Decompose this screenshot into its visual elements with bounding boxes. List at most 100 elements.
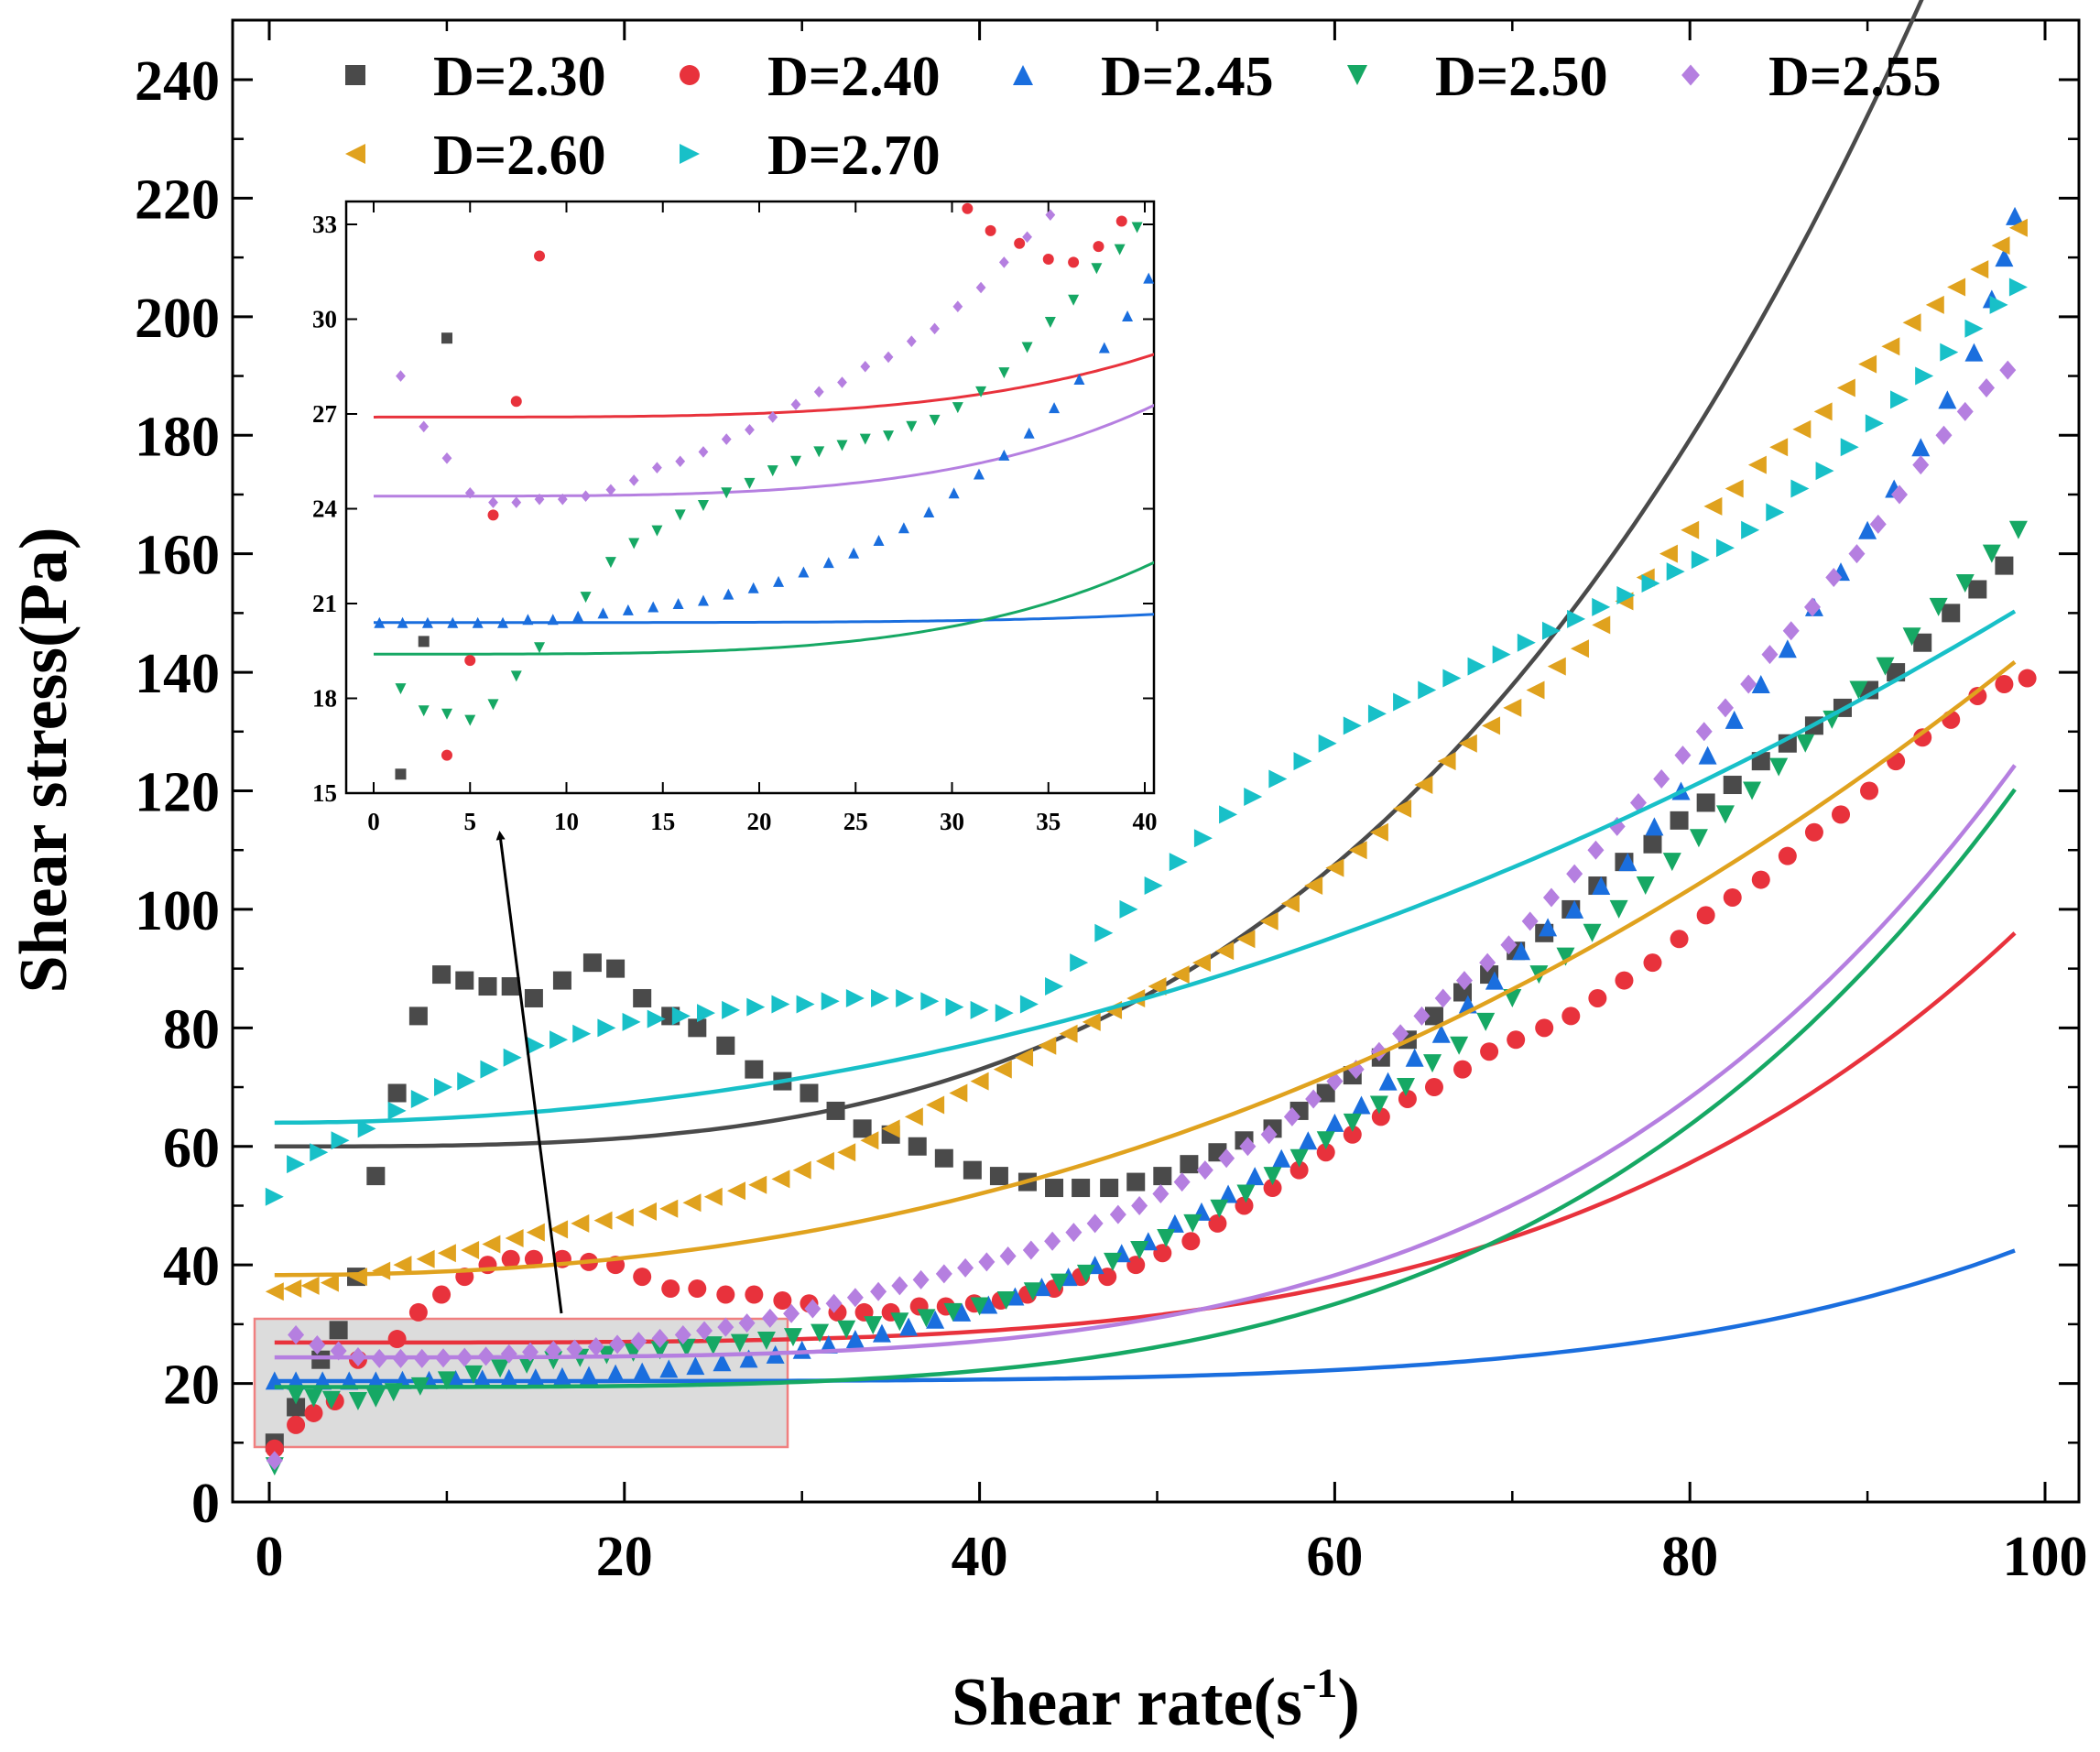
data-point: [1424, 1007, 1443, 1026]
x-tick-label: 20: [596, 1526, 653, 1588]
data-point: [1500, 935, 1518, 955]
data-point: [1022, 1240, 1039, 1260]
inset-data-point: [697, 500, 709, 512]
inset-chart: 0 5 10 15 20 25 30 35 40 15 18 21 24 27 30 33: [312, 200, 1158, 835]
legend-item-d-2-50: D=2.50: [1347, 46, 1608, 108]
data-point: [1547, 657, 1566, 676]
inset-data-point: [898, 522, 909, 534]
data-point: [1343, 716, 1362, 735]
inset-data-point: [1122, 310, 1134, 322]
data-point: [837, 1320, 856, 1339]
data-point: [1696, 793, 1715, 812]
data-point: [287, 1415, 306, 1434]
data-point: [633, 1268, 652, 1287]
data-point: [717, 1317, 734, 1337]
data-point: [963, 1160, 982, 1180]
data-point: [1989, 295, 2008, 314]
data-point: [1542, 887, 1560, 908]
inset-data-point: [1045, 209, 1056, 221]
data-point: [582, 953, 602, 973]
inset-data-point: [929, 414, 941, 426]
fit-curve-d-2-55: [274, 764, 2017, 1360]
inset-data-point: [652, 462, 662, 473]
inset-data-point: [464, 486, 475, 499]
data-point: [846, 1288, 864, 1308]
inset-data-point: [1131, 222, 1143, 234]
inset-data-point: [698, 446, 709, 458]
data-point: [1815, 462, 1834, 481]
data-point: [2018, 669, 2037, 688]
inset-data-point: [374, 616, 386, 628]
inset-y-tick-label: 30: [312, 306, 337, 333]
data-point: [783, 1303, 800, 1323]
data-point: [499, 1368, 518, 1387]
data-point: [1836, 378, 1855, 397]
data-point: [331, 1131, 350, 1150]
data-point: [1991, 236, 2010, 256]
inset-data-point: [447, 616, 459, 628]
data-point: [912, 1269, 930, 1290]
inset-data-point: [948, 487, 960, 499]
data-point: [1681, 520, 1700, 539]
fit-curve-d-2-60: [274, 660, 2017, 1278]
inset-data-point: [1014, 237, 1026, 249]
data-point: [896, 988, 915, 1007]
data-point: [410, 1089, 430, 1108]
data-point: [477, 1346, 495, 1366]
data-point: [432, 1285, 452, 1304]
data-point: [1925, 295, 1944, 314]
data-point: [1480, 1042, 1499, 1061]
data-point: [1964, 343, 1984, 362]
data-point: [310, 1143, 329, 1162]
data-point: [677, 1338, 696, 1357]
inset-series-d-2-30: [395, 332, 452, 780]
inset-x-tick-label: 25: [843, 808, 868, 835]
data-point: [1157, 1229, 1176, 1248]
data-point: [456, 1347, 473, 1367]
data-point: [1858, 520, 1877, 539]
data-point: [1561, 1007, 1581, 1026]
data-point: [1539, 918, 1558, 937]
data-point: [1662, 853, 1681, 872]
y-axis-title: Shear stress(Pa): [6, 527, 82, 993]
inset-y-tick-label: 21: [312, 590, 337, 617]
data-point: [671, 1007, 691, 1026]
inset-data-point: [721, 487, 733, 499]
inset-x-tick-label: 0: [367, 808, 380, 835]
data-point: [1790, 479, 1810, 498]
inset-data-point: [798, 566, 810, 578]
data-point: [1641, 574, 1660, 593]
data-point: [387, 1083, 407, 1103]
data-point: [1670, 811, 1689, 830]
data-point: [659, 1359, 679, 1378]
data-point: [478, 977, 497, 996]
inset-data-point: [511, 496, 522, 508]
data-point: [686, 1356, 705, 1376]
data-point: [756, 1331, 776, 1350]
main-series-layer: [265, 0, 2037, 1476]
inset-data-point: [1114, 244, 1126, 256]
data-point: [1643, 834, 1662, 854]
data-point: [1072, 1179, 1091, 1198]
data-point: [1180, 1155, 1199, 1174]
data-point: [688, 1018, 707, 1038]
data-point: [996, 1290, 1016, 1310]
data-point: [572, 1024, 592, 1043]
data-point: [1492, 645, 1511, 664]
data-point: [792, 1160, 811, 1180]
legend-label: D=2.50: [1435, 46, 1608, 108]
inset-data-point: [604, 557, 616, 569]
data-point: [1526, 680, 1545, 700]
data-point: [1299, 1131, 1318, 1150]
legend-marker: [680, 144, 700, 164]
data-point: [1956, 401, 1974, 421]
inset-x-tick-label: 15: [650, 808, 675, 835]
data-point: [703, 1187, 723, 1206]
data-point: [633, 1362, 652, 1381]
inset-data-point: [647, 601, 659, 613]
data-point: [1343, 1113, 1362, 1132]
inset-data-point: [952, 300, 963, 312]
data-point: [1629, 792, 1647, 812]
data-point: [630, 1332, 647, 1352]
inset-data-point: [790, 398, 801, 410]
